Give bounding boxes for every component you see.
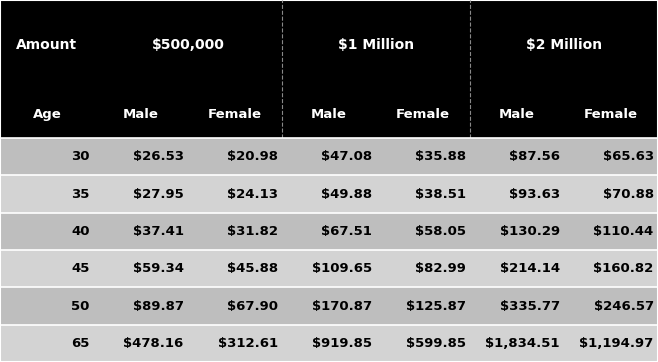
Text: $59.34: $59.34 bbox=[133, 262, 184, 275]
Text: $67.90: $67.90 bbox=[226, 299, 278, 312]
Text: $1,834.51: $1,834.51 bbox=[485, 337, 560, 350]
Text: $47.08: $47.08 bbox=[320, 150, 372, 163]
Text: Amount: Amount bbox=[16, 38, 78, 52]
Text: Female: Female bbox=[208, 108, 262, 121]
Text: Female: Female bbox=[584, 108, 638, 121]
Text: $38.51: $38.51 bbox=[415, 188, 466, 201]
Text: $49.88: $49.88 bbox=[320, 188, 372, 201]
Text: Female: Female bbox=[396, 108, 450, 121]
Text: $24.13: $24.13 bbox=[226, 188, 278, 201]
Text: $109.65: $109.65 bbox=[311, 262, 372, 275]
Text: 65: 65 bbox=[71, 337, 89, 350]
Text: $20.98: $20.98 bbox=[226, 150, 278, 163]
Text: $170.87: $170.87 bbox=[311, 299, 372, 312]
Text: $31.82: $31.82 bbox=[226, 225, 278, 238]
Text: $246.57: $246.57 bbox=[594, 299, 653, 312]
Text: $1,194.97: $1,194.97 bbox=[580, 337, 653, 350]
Text: $70.88: $70.88 bbox=[603, 188, 653, 201]
Bar bbox=[0, 0, 658, 91]
Bar bbox=[0, 325, 658, 362]
Text: $125.87: $125.87 bbox=[406, 299, 466, 312]
Text: $87.56: $87.56 bbox=[509, 150, 560, 163]
Text: Male: Male bbox=[123, 108, 159, 121]
Text: $65.63: $65.63 bbox=[603, 150, 653, 163]
Text: 30: 30 bbox=[71, 150, 89, 163]
Text: $500,000: $500,000 bbox=[151, 38, 224, 52]
Text: $110.44: $110.44 bbox=[594, 225, 653, 238]
Text: Age: Age bbox=[33, 108, 61, 121]
Text: Male: Male bbox=[311, 108, 347, 121]
Text: $130.29: $130.29 bbox=[499, 225, 560, 238]
Bar bbox=[0, 176, 658, 213]
Text: $45.88: $45.88 bbox=[226, 262, 278, 275]
Text: 35: 35 bbox=[71, 188, 89, 201]
Text: $478.16: $478.16 bbox=[124, 337, 184, 350]
Bar bbox=[0, 138, 658, 176]
Text: Male: Male bbox=[499, 108, 535, 121]
Text: 50: 50 bbox=[71, 299, 89, 312]
Text: $335.77: $335.77 bbox=[499, 299, 560, 312]
Bar bbox=[0, 213, 658, 250]
Text: $82.99: $82.99 bbox=[415, 262, 466, 275]
Bar bbox=[0, 250, 658, 287]
Text: $599.85: $599.85 bbox=[406, 337, 466, 350]
Text: $67.51: $67.51 bbox=[321, 225, 372, 238]
Text: 45: 45 bbox=[71, 262, 89, 275]
Text: $214.14: $214.14 bbox=[499, 262, 560, 275]
Text: $93.63: $93.63 bbox=[509, 188, 560, 201]
Text: $1 Million: $1 Million bbox=[338, 38, 414, 52]
Text: $27.95: $27.95 bbox=[133, 188, 184, 201]
Text: $26.53: $26.53 bbox=[133, 150, 184, 163]
Text: $58.05: $58.05 bbox=[415, 225, 466, 238]
Text: $35.88: $35.88 bbox=[415, 150, 466, 163]
Text: $89.87: $89.87 bbox=[133, 299, 184, 312]
Text: 40: 40 bbox=[71, 225, 89, 238]
Text: $312.61: $312.61 bbox=[218, 337, 278, 350]
Text: $160.82: $160.82 bbox=[594, 262, 653, 275]
Text: $2 Million: $2 Million bbox=[526, 38, 602, 52]
Bar bbox=[0, 91, 658, 138]
Bar bbox=[0, 287, 658, 325]
Text: $37.41: $37.41 bbox=[133, 225, 184, 238]
Text: $919.85: $919.85 bbox=[312, 337, 372, 350]
